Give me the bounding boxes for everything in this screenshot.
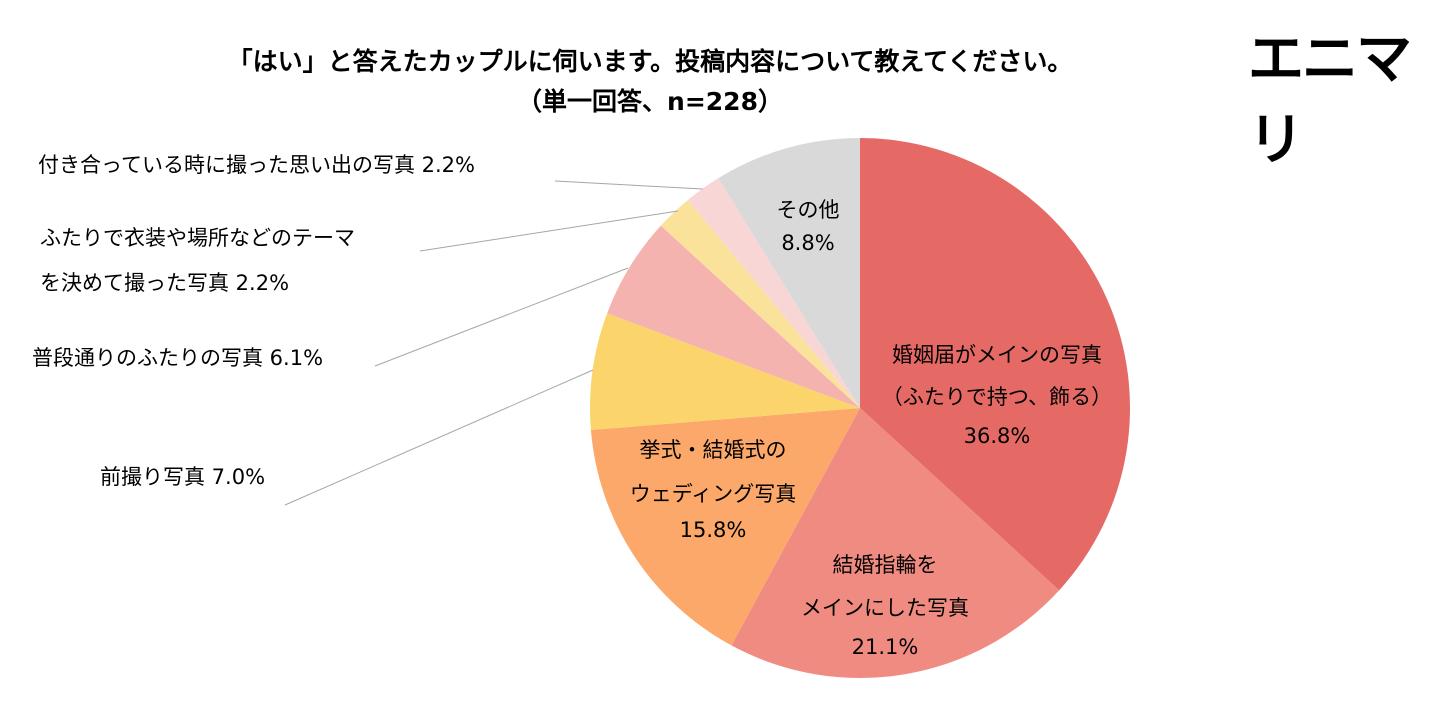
brand-logo: エニマリ bbox=[1248, 27, 1412, 173]
label-konin-line1: 婚姻届がメインの写真 bbox=[892, 343, 1102, 367]
pie-slice-2 bbox=[590, 408, 860, 646]
label-ring-value: 21.1% bbox=[851, 635, 919, 659]
leader-line-dating bbox=[554, 180, 704, 190]
leader-line-everyday bbox=[374, 267, 629, 367]
chart-title-line2: （単一回答、n=228） bbox=[517, 87, 783, 116]
label-wedding-value: 15.8% bbox=[679, 518, 747, 542]
label-everyday: 普段通りのふたりの写真 6.1% bbox=[32, 346, 324, 370]
label-konin-value: 36.8% bbox=[963, 424, 1031, 448]
label-other-value: 8.8% bbox=[781, 231, 835, 255]
label-maedori: 前撮り写真 7.0% bbox=[100, 465, 266, 489]
pie-slice-1 bbox=[731, 408, 1060, 678]
label-wedding-line1: 挙式・結婚式の bbox=[639, 438, 787, 462]
label-dating: 付き合っている時に撮った思い出の写真 2.2% bbox=[38, 153, 475, 177]
label-ring-line1: 結婚指輪を bbox=[832, 553, 938, 577]
label-theme-line2: を決めて撮った写真 2.2% bbox=[40, 271, 290, 295]
pie-slice-4 bbox=[607, 225, 860, 408]
pie-slice-6 bbox=[687, 178, 860, 408]
label-theme-line1: ふたりで衣装や場所などのテーマ bbox=[40, 226, 355, 250]
chart-title-line1: 「はい」と答えたカップルに伺います。投稿内容について教えてください。 bbox=[227, 47, 1073, 76]
pie-slice-7 bbox=[718, 138, 860, 408]
pie-slice-0 bbox=[860, 138, 1130, 591]
label-ring-line2: メインにした写真 bbox=[801, 596, 969, 620]
label-other-name: その他 bbox=[776, 198, 840, 222]
label-konin-line2: （ふたりで持つ、飾る） bbox=[881, 385, 1113, 409]
label-wedding-line2: ウェディング写真 bbox=[629, 482, 797, 506]
leader-line-maedori bbox=[284, 369, 594, 506]
pie-slice-5 bbox=[660, 199, 860, 408]
pie-slice-3 bbox=[590, 313, 860, 431]
leader-line-theme bbox=[419, 210, 679, 252]
